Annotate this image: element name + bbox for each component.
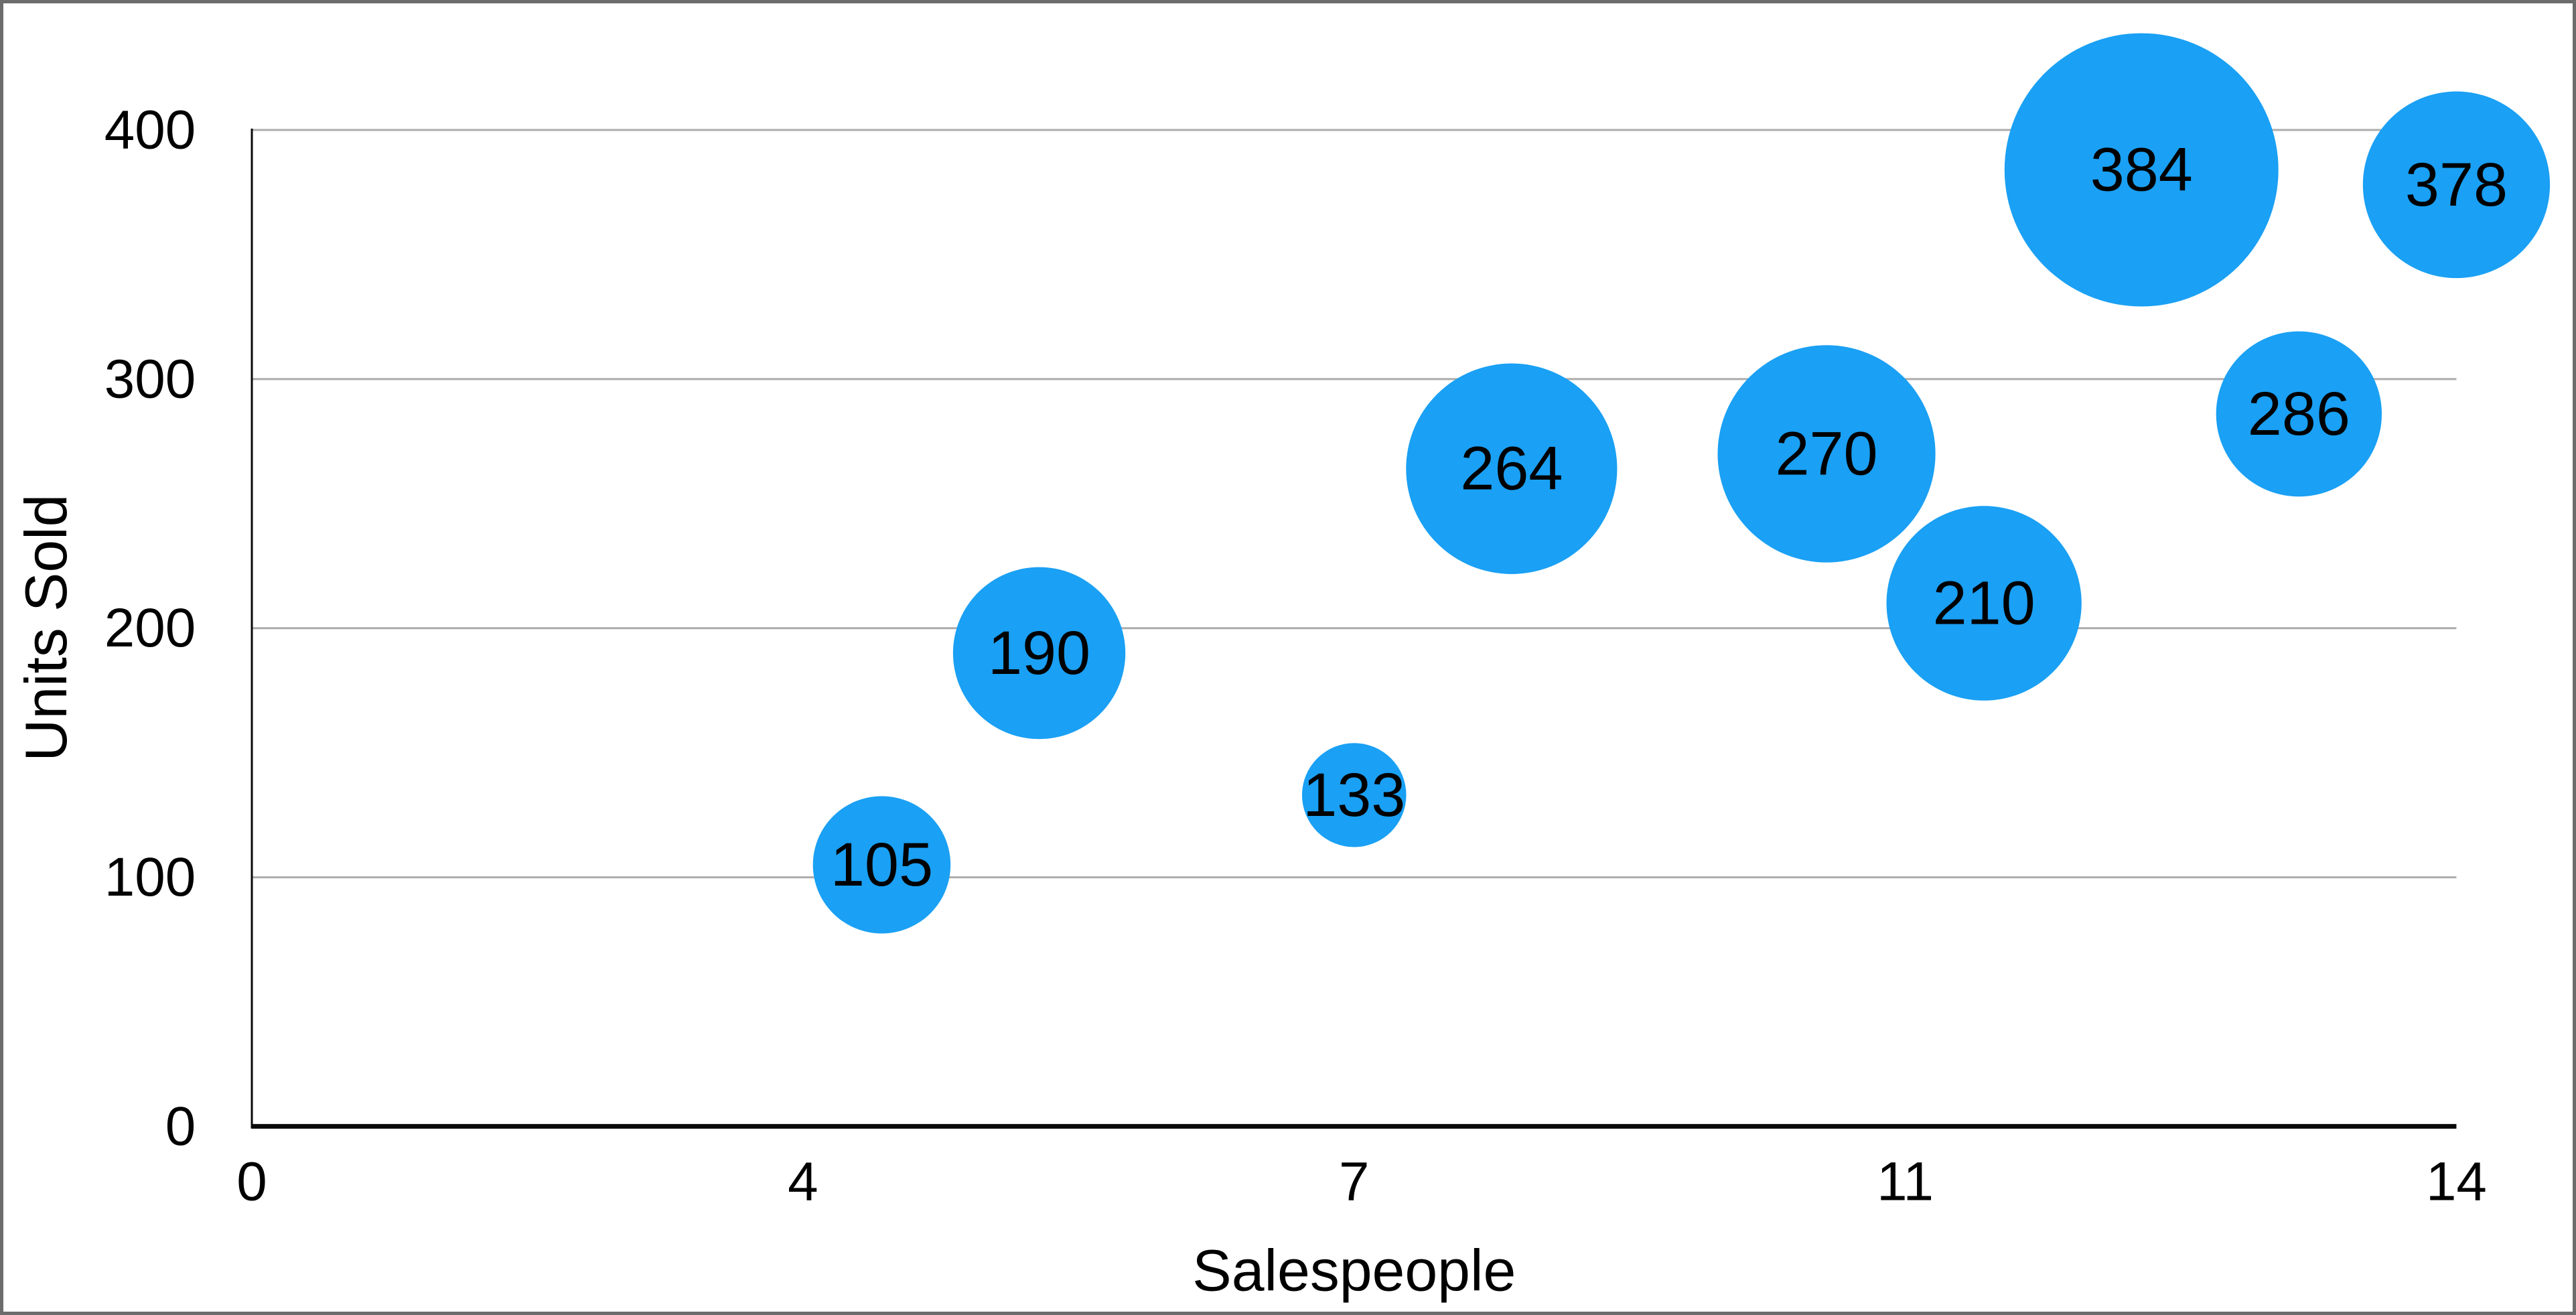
- bubble-label: 105: [831, 831, 933, 899]
- bubble: [1886, 506, 2082, 701]
- y-tick-label: 100: [104, 847, 196, 908]
- bubble-label: 133: [1303, 761, 1405, 829]
- y-tick-label: 300: [104, 348, 196, 409]
- bubble-label: 378: [2405, 151, 2508, 219]
- axes-group: [251, 129, 2457, 1129]
- y-tick-label: 0: [165, 1096, 196, 1157]
- bubble: [812, 796, 951, 934]
- bubble: [2216, 331, 2382, 497]
- bubble-label: 210: [1933, 569, 2035, 638]
- tick-labels-group: 0 100 200 300 400 0 4 7 11 14: [104, 100, 2487, 1213]
- x-tick-label: 14: [2426, 1152, 2487, 1213]
- bubble: [1717, 345, 1936, 563]
- x-tick-label: 4: [788, 1152, 818, 1213]
- x-tick-label: 11: [1877, 1152, 1934, 1213]
- x-tick-label: 7: [1339, 1152, 1369, 1213]
- bubble-label: 190: [988, 619, 1090, 687]
- bubbles-group: [812, 33, 2551, 934]
- bubble: [2362, 91, 2551, 279]
- y-tick-label: 400: [104, 100, 196, 161]
- bubble: [2004, 33, 2279, 307]
- bubble-label: 384: [2090, 136, 2193, 204]
- bubble-label: 264: [1460, 435, 1563, 503]
- x-axis-title: Salespeople: [1192, 1237, 1516, 1303]
- bubble: [1301, 743, 1407, 847]
- y-axis-title: Units Sold: [13, 494, 79, 762]
- x-tick-label: 0: [236, 1152, 267, 1213]
- bubble-labels-group: 105 190 133 264 270 210 384 286 378: [831, 136, 2508, 899]
- bubble: [952, 567, 1126, 740]
- bubble-label: 270: [1776, 419, 1878, 488]
- bubble: [1406, 363, 1618, 574]
- y-tick-label: 200: [104, 598, 196, 659]
- bubble-label: 286: [2248, 380, 2350, 448]
